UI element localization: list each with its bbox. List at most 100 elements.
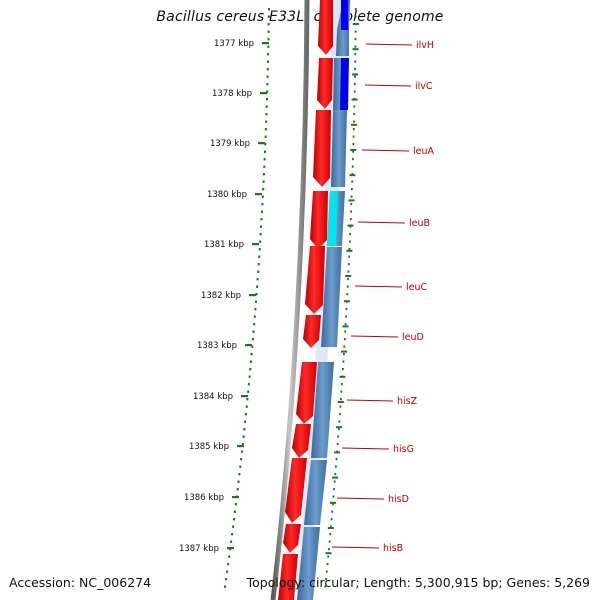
inner-scale-dot bbox=[344, 323, 347, 326]
gene-label-leuD[interactable]: leuD bbox=[402, 332, 424, 343]
gene-arrow-highlight[interactable] bbox=[341, 0, 348, 30]
scale-dot bbox=[263, 165, 266, 168]
gene-arrow[interactable] bbox=[303, 315, 321, 348]
scale-dot bbox=[255, 293, 258, 296]
scale-dot bbox=[225, 578, 228, 581]
gene-arrow[interactable] bbox=[285, 458, 307, 523]
scale-dot bbox=[266, 75, 269, 78]
scale-dot bbox=[250, 360, 252, 363]
scale-dot bbox=[258, 255, 261, 258]
gene-arrow[interactable] bbox=[311, 362, 334, 458]
scale-dot bbox=[238, 473, 241, 476]
inner-tick bbox=[336, 426, 342, 429]
gene-arrow[interactable] bbox=[305, 246, 325, 314]
scale-dot bbox=[250, 353, 253, 356]
gene-label-hisB[interactable]: hisB bbox=[383, 543, 403, 554]
inner-scale-dot bbox=[351, 188, 353, 191]
gene-labels: ilvH ilvC leuA leuB leuC leuD hisZ hisG hisD hisB bbox=[331, 40, 435, 554]
scale-dot bbox=[267, 45, 270, 48]
scale-dot bbox=[262, 173, 265, 176]
gene-leader-line bbox=[357, 221, 406, 224]
inner-scale-dot bbox=[345, 315, 347, 318]
inner-tick-scale bbox=[324, 8, 359, 588]
gene-label-leuA[interactable]: leuA bbox=[413, 146, 435, 157]
scale-dot bbox=[239, 465, 242, 468]
gene-arrow[interactable] bbox=[278, 554, 298, 600]
scale-dot bbox=[260, 218, 263, 221]
inner-scale-dot bbox=[351, 173, 354, 176]
gene-arrow[interactable] bbox=[331, 110, 347, 187]
inner-scale-dot bbox=[337, 435, 340, 438]
gene-label-ilvH[interactable]: ilvH bbox=[416, 40, 434, 51]
inner-scale-dot bbox=[340, 398, 342, 401]
gene-label-hisZ[interactable]: hisZ bbox=[397, 396, 418, 407]
gene-arrow[interactable] bbox=[310, 191, 328, 249]
gene-arrow[interactable] bbox=[304, 460, 327, 525]
inner-scale-dot bbox=[349, 233, 351, 236]
inner-scale-dot bbox=[329, 533, 332, 536]
gene-arrow[interactable] bbox=[292, 424, 311, 458]
gene-arrow-highlight[interactable] bbox=[340, 58, 349, 110]
gene-arrow[interactable] bbox=[283, 524, 301, 553]
gene-label-leuC[interactable]: leuC bbox=[406, 282, 428, 293]
major-tick bbox=[258, 142, 265, 145]
gene-arrow[interactable] bbox=[296, 362, 317, 424]
inner-scale-dot bbox=[353, 105, 356, 108]
inner-tick bbox=[345, 275, 352, 277]
gene-arrow-highlight[interactable] bbox=[327, 191, 338, 246]
inner-scale-dot bbox=[344, 330, 347, 333]
gene-arrow[interactable] bbox=[313, 110, 331, 187]
scale-dot bbox=[253, 315, 256, 318]
inner-tick bbox=[351, 123, 357, 126]
scale-dot bbox=[226, 570, 229, 573]
gene-leader-line bbox=[336, 497, 385, 500]
scale-dot bbox=[237, 480, 240, 483]
tick-label: 1380 kbp bbox=[207, 190, 247, 200]
inner-scale-dot bbox=[333, 488, 335, 491]
inner-scale-dot bbox=[347, 278, 349, 281]
scale-dot bbox=[267, 30, 270, 33]
inner-tick bbox=[339, 375, 346, 378]
scale-dot bbox=[261, 210, 263, 213]
inner-tick bbox=[346, 249, 353, 252]
inner-tick bbox=[350, 149, 357, 151]
gene-label-hisD[interactable]: hisD bbox=[388, 494, 409, 505]
inner-scale-dot bbox=[354, 15, 357, 18]
gene-leader-line bbox=[365, 43, 413, 46]
tick-label: 1381 kbp bbox=[204, 240, 244, 250]
scale-dot bbox=[256, 278, 259, 281]
scale-dot bbox=[266, 98, 268, 101]
inner-scale-dot bbox=[324, 585, 327, 588]
scale-dot bbox=[263, 158, 266, 161]
gene-arrow[interactable] bbox=[321, 247, 342, 347]
scale-dot bbox=[267, 8, 270, 11]
tick-labels: 1377 kbp 1378 kbp 1379 kbp 1380 kbp 1381 kbp… bbox=[179, 39, 254, 554]
inner-scale-dot bbox=[354, 68, 356, 71]
scale-dot bbox=[230, 540, 233, 543]
inner-scale-dot bbox=[330, 525, 332, 528]
inner-scale-dot bbox=[337, 428, 340, 431]
gene-arrow[interactable] bbox=[317, 58, 333, 109]
scale-dot bbox=[265, 113, 268, 116]
inner-scale-dot bbox=[353, 83, 356, 86]
inner-tick bbox=[341, 350, 347, 353]
scale-dot bbox=[266, 83, 269, 86]
inner-tick bbox=[343, 300, 350, 303]
gene-label-hisG[interactable]: hisG bbox=[393, 444, 414, 455]
gene-arrow[interactable] bbox=[297, 527, 320, 600]
gene-label-ilvC[interactable]: ilvC bbox=[415, 81, 433, 92]
scale-dot bbox=[255, 300, 257, 303]
gene-arrow[interactable] bbox=[318, 0, 333, 55]
tick-label: 1379 kbp bbox=[210, 139, 250, 149]
inner-tick bbox=[342, 325, 349, 328]
inner-scale-dot bbox=[332, 495, 335, 498]
scale-dot bbox=[228, 555, 231, 558]
inner-scale-dot bbox=[354, 38, 357, 41]
scale-dot bbox=[244, 413, 247, 416]
scale-dot bbox=[264, 143, 267, 146]
gene-leader-line bbox=[350, 335, 399, 338]
inner-scale-dot bbox=[332, 503, 334, 506]
scale-dot bbox=[267, 60, 269, 63]
gene-label-leuB[interactable]: leuB bbox=[409, 218, 430, 229]
